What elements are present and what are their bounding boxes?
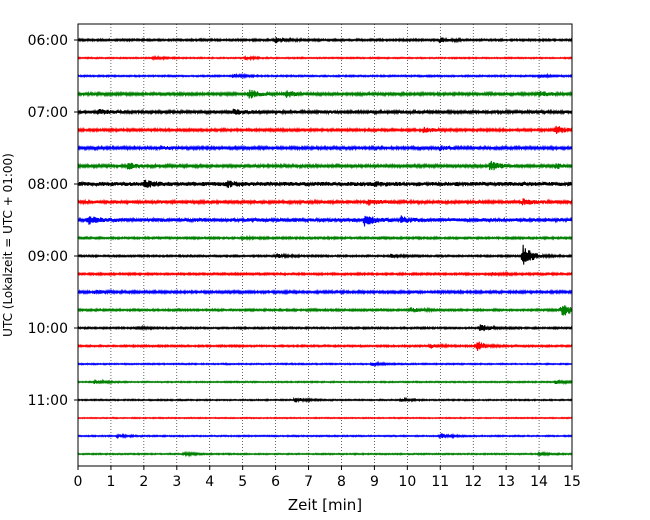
trace-1015 (77, 341, 573, 351)
y-axis-label: UTC (Lokalzeit = UTC + 01:00) (1, 153, 15, 337)
x-tick-label: 6 (271, 474, 280, 490)
seismogram-traces (77, 36, 573, 458)
x-tick-label: 4 (205, 474, 214, 490)
trace-1145 (77, 450, 573, 458)
trace-0830 (77, 215, 573, 227)
trace-1130 (77, 432, 573, 440)
x-tick-label: 8 (337, 474, 346, 490)
y-tick-label: 10:00 (28, 321, 68, 337)
trace-0900 (77, 244, 573, 265)
x-tick-label: 3 (172, 474, 181, 490)
trace-0645 (77, 89, 573, 99)
trace-0815 (77, 198, 573, 206)
trace-0915 (77, 270, 573, 278)
trace-0730 (77, 144, 573, 152)
trace-1100 (77, 396, 573, 404)
x-tick-label: 2 (139, 474, 148, 490)
trace-0930 (77, 288, 573, 296)
trace-1030 (77, 360, 573, 368)
x-tick-label: 11 (431, 474, 449, 490)
x-tick-label: 9 (370, 474, 379, 490)
trace-1000 (77, 324, 573, 332)
x-axis-ticks: 0 1 2 3 4 5 6 7 8 9 10 11 12 13 14 15 (74, 466, 581, 490)
plot-frame (77, 23, 573, 467)
trace-1045 (77, 378, 573, 385)
trace-0700 (77, 108, 573, 116)
trace-0630 (77, 72, 573, 80)
trace-0845 (77, 234, 573, 242)
y-tick-label: 08:00 (28, 177, 68, 193)
x-tick-label: 10 (398, 474, 416, 490)
x-tick-label: 13 (497, 474, 515, 490)
y-tick-label: 06:00 (28, 33, 68, 49)
x-tick-label: 7 (304, 474, 313, 490)
x-tick-label: 15 (563, 474, 581, 490)
trace-0715 (77, 125, 573, 134)
trace-0945 (77, 305, 573, 316)
y-tick-label: 11:00 (28, 393, 68, 409)
y-tick-label: 09:00 (28, 249, 68, 265)
trace-0615 (77, 54, 573, 62)
x-tick-label: 12 (464, 474, 482, 490)
x-tick-label: 1 (106, 474, 115, 490)
x-tick-label: 14 (530, 474, 548, 490)
x-axis-label: Zeit [min] (288, 496, 362, 514)
y-tick-label: 07:00 (28, 105, 68, 121)
y-axis-ticks: 06:00 07:00 08:00 09:00 10:00 11:00 (28, 33, 78, 409)
x-tick-label: 0 (74, 474, 83, 490)
trace-1115 (77, 416, 573, 420)
trace-0800 (77, 179, 573, 188)
trace-0600 (77, 36, 573, 44)
x-tick-label: 5 (238, 474, 247, 490)
trace-0745 (77, 160, 573, 171)
